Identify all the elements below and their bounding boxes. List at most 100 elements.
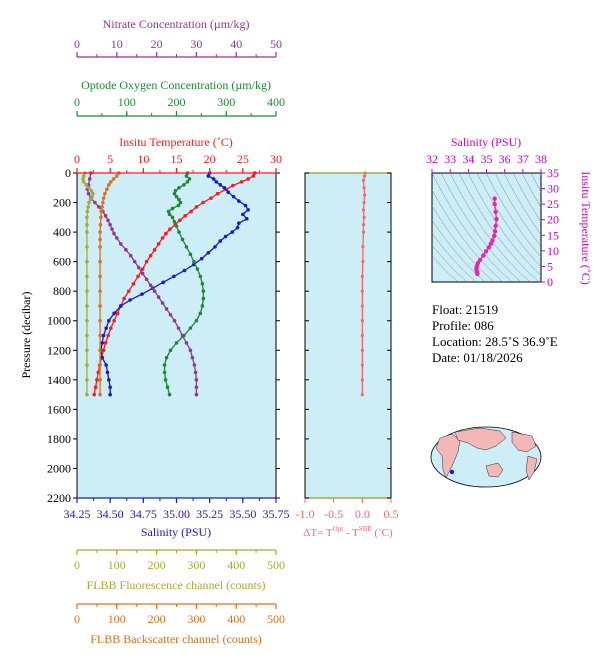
- data-point: [144, 277, 149, 282]
- data-point: [144, 259, 149, 264]
- data-point: [165, 385, 170, 390]
- data-point: [87, 200, 91, 205]
- data-point: [362, 186, 366, 190]
- data-point: [112, 311, 116, 316]
- oxygen-tick-label: 200: [168, 95, 186, 109]
- ts-salinity-tick-label: 35: [481, 152, 493, 166]
- ts-temperature-axis-title: Insitu Temperature (˚C): [579, 171, 593, 285]
- data-point: [215, 191, 220, 196]
- backscatter-tick-label: 400: [227, 612, 245, 626]
- data-point: [360, 378, 364, 382]
- data-point: [100, 205, 104, 209]
- data-point: [148, 283, 153, 288]
- data-point: [162, 370, 167, 375]
- data-point: [246, 208, 250, 212]
- data-point: [98, 237, 102, 242]
- data-point: [109, 180, 113, 184]
- data-point: [188, 348, 193, 353]
- data-point: [81, 177, 85, 181]
- data-point: [85, 289, 89, 293]
- ts-plot-area: [431, 172, 542, 283]
- location: Location: 28.5˚S 36.9˚E: [432, 334, 558, 349]
- data-point: [193, 370, 198, 375]
- data-point: [105, 187, 109, 192]
- data-point: [360, 348, 364, 352]
- pressure-tick-label: 2200: [47, 491, 71, 505]
- data-point: [194, 378, 199, 382]
- data-point: [86, 205, 90, 209]
- data-point: [89, 188, 94, 193]
- data-point: [140, 292, 144, 296]
- data-point: [361, 178, 366, 182]
- float-id: Float: 21519: [432, 302, 499, 317]
- data-point: [85, 215, 89, 220]
- salinity-tick-label: 35.50: [229, 507, 256, 521]
- data-point: [97, 205, 101, 209]
- world-map: [430, 426, 542, 488]
- ts-temperature-tick-label: 20: [547, 213, 559, 227]
- pressure-tick-label: 800: [53, 284, 71, 298]
- data-point: [170, 206, 175, 211]
- data-point: [87, 185, 91, 190]
- data-point: [101, 348, 106, 353]
- ts-series: [474, 196, 499, 277]
- data-point: [156, 242, 161, 246]
- data-point: [88, 197, 93, 202]
- data-point: [108, 392, 112, 397]
- data-point: [131, 281, 136, 286]
- temperature-tick-label: 0: [74, 152, 80, 166]
- data-point: [493, 209, 498, 215]
- data-point: [168, 227, 172, 231]
- data-point: [363, 174, 367, 178]
- density-contour: [494, 173, 541, 247]
- data-point: [90, 194, 94, 199]
- data-point: [243, 203, 248, 208]
- data-point: [164, 307, 169, 311]
- ts-density-contours: [432, 173, 541, 282]
- data-point: [172, 274, 176, 279]
- data-point: [180, 333, 185, 338]
- delta-t-tick-label: -1.0: [296, 507, 315, 521]
- ts-temperature-tick-label: 35: [547, 166, 559, 180]
- data-point: [201, 296, 206, 301]
- data-point: [115, 174, 119, 178]
- data-point: [111, 177, 116, 181]
- temperature-tick-label: 25: [237, 152, 249, 166]
- data-point: [85, 392, 89, 397]
- data-point: [174, 194, 179, 199]
- temperature-tick-label: 5: [107, 152, 113, 166]
- data-point: [188, 326, 193, 330]
- oxygen-tick-label: 100: [118, 95, 136, 109]
- data-point: [109, 326, 113, 330]
- backscatter-tick-label: 300: [187, 612, 205, 626]
- data-point: [177, 185, 181, 190]
- data-point: [85, 333, 89, 338]
- data-point: [492, 201, 497, 207]
- data-point: [98, 230, 102, 234]
- pressure-tick-label: 1000: [47, 314, 71, 328]
- ts-salinity-tick-label: 34: [462, 152, 474, 166]
- salinity-axis-title: Salinity (PSU): [141, 525, 211, 539]
- data-point: [99, 209, 104, 214]
- data-point: [360, 333, 364, 338]
- data-point: [132, 259, 137, 264]
- temperature-tick-label: 15: [171, 152, 183, 166]
- data-point: [98, 289, 102, 293]
- density-contour: [476, 173, 541, 268]
- data-point: [98, 259, 102, 264]
- ts-temperature-tick-label: 30: [547, 182, 559, 196]
- data-point: [360, 304, 364, 308]
- data-point: [172, 219, 177, 224]
- data-point: [493, 223, 498, 229]
- data-point: [96, 370, 101, 375]
- data-point: [93, 200, 97, 205]
- oxygen-tick-label: 300: [217, 95, 235, 109]
- data-point: [91, 191, 95, 196]
- data-point: [98, 392, 102, 397]
- data-point: [188, 252, 193, 257]
- data-point: [85, 348, 89, 353]
- data-point: [85, 274, 89, 279]
- land-asia: [454, 427, 507, 451]
- temperature-tick-label: 20: [204, 152, 216, 166]
- pressure-tick-label: 1600: [47, 402, 71, 416]
